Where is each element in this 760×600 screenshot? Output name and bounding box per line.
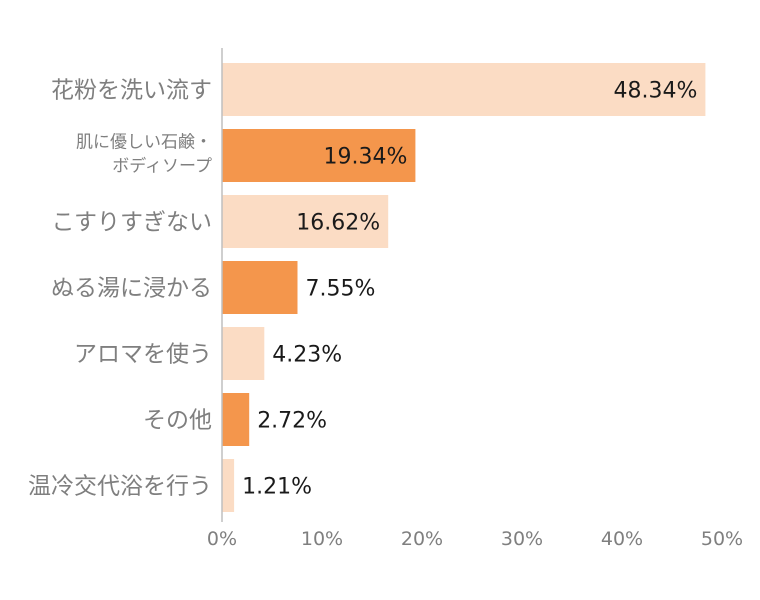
data-label-4: 7.55% [306, 277, 376, 302]
category-label-2: 肌に優しい石鹸・ボディソープ [76, 133, 212, 177]
data-label-3: 16.62% [296, 211, 380, 236]
bar-4 [222, 261, 298, 314]
data-label-6: 2.72% [257, 409, 327, 434]
x-tick-label-4: 30% [501, 528, 543, 550]
category-label-7: 温冷交代浴を行う [28, 474, 212, 500]
x-tick-label-1: 0% [207, 528, 237, 550]
bar-1 [222, 63, 706, 116]
category-label-2-line-2: ボディソープ [112, 156, 212, 177]
category-label-5: アロマを使う [74, 342, 212, 368]
category-label-2-line-1: 肌に優しい石鹸・ [76, 133, 212, 153]
bar-6 [222, 393, 250, 446]
category-labels-group: 花粉を洗い流す肌に優しい石鹸・ボディソープこすりすぎないぬる湯に浸かるアロマを使… [28, 78, 212, 500]
category-label-4: ぬる湯に浸かる [51, 276, 212, 302]
data-label-1: 48.34% [614, 79, 698, 104]
data-label-5: 4.23% [272, 343, 342, 368]
category-label-1: 花粉を洗い流す [51, 78, 212, 104]
x-tick-labels-group: 0% 10% 20% 30% 40% 50% [207, 528, 743, 550]
x-tick-label-5: 40% [601, 528, 643, 550]
data-label-7: 1.21% [242, 475, 312, 500]
bars-group [222, 63, 706, 512]
bar-7 [222, 459, 235, 512]
x-tick-label-6: 50% [701, 528, 743, 550]
x-tick-label-2: 10% [301, 528, 343, 550]
category-label-6: その他 [143, 408, 212, 434]
data-label-2: 19.34% [324, 145, 408, 170]
bar-2 [222, 129, 416, 182]
bar-3 [222, 195, 389, 248]
x-tick-label-3: 20% [401, 528, 443, 550]
bar-5 [222, 327, 265, 380]
data-labels-group: 48.34% 19.34% 16.62% 7.55% 4.23% 2.72% 1.21% [242, 79, 697, 500]
category-label-3: こすりすぎない [51, 210, 212, 236]
